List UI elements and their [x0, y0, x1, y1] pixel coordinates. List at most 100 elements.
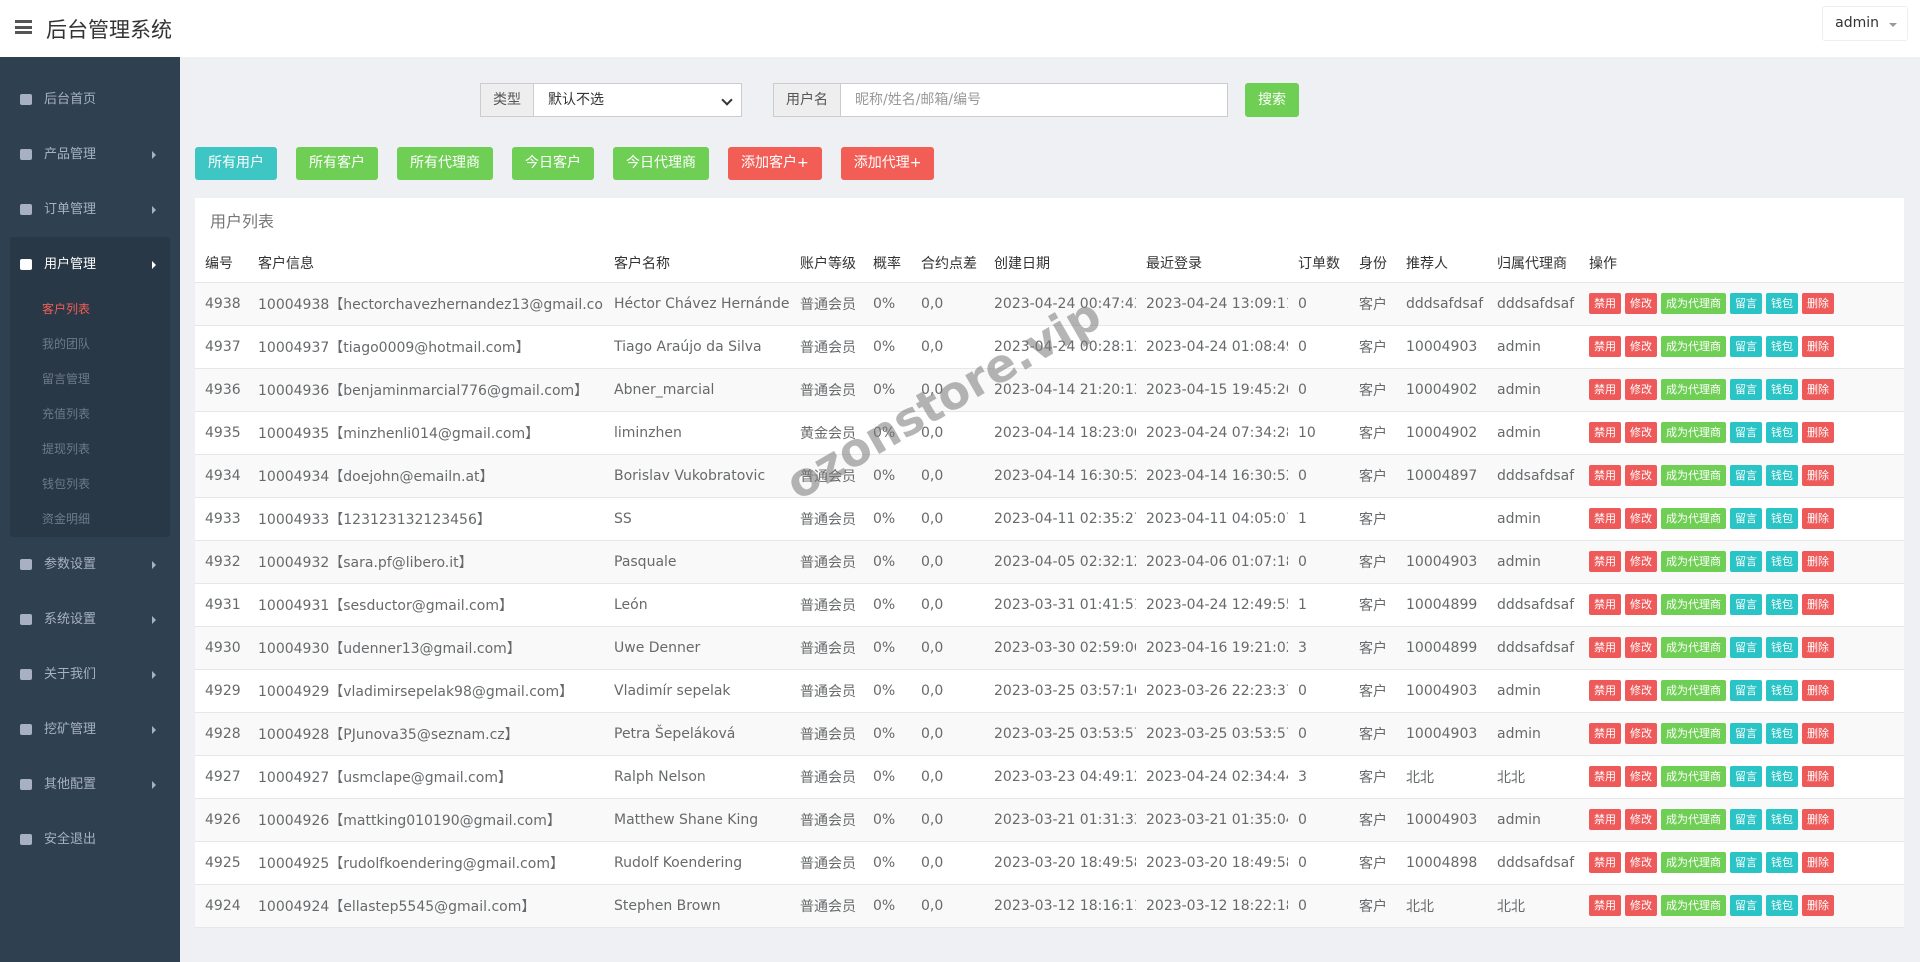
menu-item[interactable]: 挖矿管理 [0, 702, 180, 757]
action-button[interactable]: 删除 [1802, 766, 1834, 787]
action-button[interactable]: 钱包 [1766, 336, 1798, 357]
action-button[interactable]: 禁用 [1589, 293, 1621, 314]
action-button[interactable]: 钱包 [1766, 551, 1798, 572]
action-button[interactable]: 钱包 [1766, 293, 1798, 314]
action-button[interactable]: 修改 [1625, 422, 1657, 443]
action-button[interactable]: 留言 [1730, 551, 1762, 572]
action-button[interactable]: 删除 [1802, 508, 1834, 529]
action-button[interactable]: 修改 [1625, 594, 1657, 615]
action-button[interactable]: 禁用 [1589, 637, 1621, 658]
action-button[interactable]: 禁用 [1589, 594, 1621, 615]
submenu-item[interactable]: 我的团队 [42, 337, 91, 351]
action-button[interactable]: 成为代理商 [1661, 723, 1726, 744]
action-button[interactable]: 钱包 [1766, 680, 1798, 701]
action-button[interactable]: 成为代理商 [1661, 293, 1726, 314]
action-button[interactable]: 禁用 [1589, 895, 1621, 916]
action-button[interactable]: 修改 [1625, 809, 1657, 830]
action-button[interactable]: 留言 [1730, 809, 1762, 830]
menu-item[interactable]: 关于我们 [0, 647, 180, 702]
filter-button[interactable]: 所有客户 [296, 147, 378, 180]
submenu-item[interactable]: 提现列表 [42, 442, 91, 456]
menu-item[interactable]: 用户管理 [10, 237, 170, 292]
action-button[interactable]: 成为代理商 [1661, 422, 1726, 443]
action-button[interactable]: 留言 [1730, 293, 1762, 314]
filter-button[interactable]: 今日客户 [512, 147, 594, 180]
action-button[interactable]: 删除 [1802, 809, 1834, 830]
action-button[interactable]: 删除 [1802, 594, 1834, 615]
action-button[interactable]: 钱包 [1766, 508, 1798, 529]
menu-toggle[interactable] [15, 20, 32, 34]
action-button[interactable]: 删除 [1802, 895, 1834, 916]
action-button[interactable]: 留言 [1730, 379, 1762, 400]
action-button[interactable]: 删除 [1802, 637, 1834, 658]
menu-item[interactable]: 后台首页 [0, 72, 180, 127]
action-button[interactable]: 成为代理商 [1661, 852, 1726, 873]
filter-button[interactable]: 添加客户+ [728, 147, 822, 180]
action-button[interactable]: 成为代理商 [1661, 379, 1726, 400]
action-button[interactable]: 钱包 [1766, 594, 1798, 615]
action-button[interactable]: 钱包 [1766, 422, 1798, 443]
action-button[interactable]: 删除 [1802, 422, 1834, 443]
user-menu[interactable]: admin [1822, 6, 1908, 41]
action-button[interactable]: 修改 [1625, 895, 1657, 916]
action-button[interactable]: 删除 [1802, 465, 1834, 486]
menu-item[interactable]: 订单管理 [0, 182, 180, 237]
action-button[interactable]: 修改 [1625, 852, 1657, 873]
action-button[interactable]: 成为代理商 [1661, 680, 1726, 701]
action-button[interactable]: 修改 [1625, 680, 1657, 701]
action-button[interactable]: 禁用 [1589, 852, 1621, 873]
action-button[interactable]: 留言 [1730, 852, 1762, 873]
action-button[interactable]: 留言 [1730, 895, 1762, 916]
submenu-item[interactable]: 客户列表 [42, 302, 91, 316]
action-button[interactable]: 禁用 [1589, 551, 1621, 572]
action-button[interactable]: 修改 [1625, 465, 1657, 486]
action-button[interactable]: 删除 [1802, 379, 1834, 400]
action-button[interactable]: 钱包 [1766, 723, 1798, 744]
submenu-item[interactable]: 充值列表 [42, 407, 91, 421]
action-button[interactable]: 钱包 [1766, 852, 1798, 873]
action-button[interactable]: 禁用 [1589, 422, 1621, 443]
action-button[interactable]: 成为代理商 [1661, 895, 1726, 916]
action-button[interactable]: 钱包 [1766, 637, 1798, 658]
action-button[interactable]: 禁用 [1589, 766, 1621, 787]
action-button[interactable]: 留言 [1730, 465, 1762, 486]
action-button[interactable]: 删除 [1802, 336, 1834, 357]
action-button[interactable]: 修改 [1625, 293, 1657, 314]
menu-item[interactable]: 产品管理 [0, 127, 180, 182]
action-button[interactable]: 禁用 [1589, 379, 1621, 400]
action-button[interactable]: 钱包 [1766, 809, 1798, 830]
action-button[interactable]: 修改 [1625, 637, 1657, 658]
action-button[interactable]: 禁用 [1589, 680, 1621, 701]
menu-item[interactable]: 参数设置 [0, 537, 180, 592]
search-button[interactable]: 搜索 [1245, 83, 1299, 117]
action-button[interactable]: 成为代理商 [1661, 551, 1726, 572]
action-button[interactable]: 禁用 [1589, 723, 1621, 744]
action-button[interactable]: 修改 [1625, 723, 1657, 744]
type-select[interactable]: 默认不选 [533, 83, 742, 117]
action-button[interactable]: 禁用 [1589, 508, 1621, 529]
action-button[interactable]: 钱包 [1766, 895, 1798, 916]
action-button[interactable]: 修改 [1625, 379, 1657, 400]
action-button[interactable]: 成为代理商 [1661, 594, 1726, 615]
filter-button[interactable]: 所有用户 [195, 147, 277, 180]
action-button[interactable]: 留言 [1730, 336, 1762, 357]
filter-button[interactable]: 添加代理+ [840, 147, 935, 180]
submenu-item[interactable]: 钱包列表 [42, 477, 91, 491]
action-button[interactable]: 修改 [1625, 551, 1657, 572]
action-button[interactable]: 留言 [1730, 508, 1762, 529]
action-button[interactable]: 禁用 [1589, 336, 1621, 357]
action-button[interactable]: 成为代理商 [1661, 637, 1726, 658]
action-button[interactable]: 成为代理商 [1661, 336, 1726, 357]
action-button[interactable]: 留言 [1730, 637, 1762, 658]
action-button[interactable]: 删除 [1802, 852, 1834, 873]
action-button[interactable]: 钱包 [1766, 465, 1798, 486]
action-button[interactable]: 删除 [1802, 723, 1834, 744]
action-button[interactable]: 留言 [1730, 723, 1762, 744]
action-button[interactable]: 留言 [1730, 766, 1762, 787]
action-button[interactable]: 删除 [1802, 680, 1834, 701]
action-button[interactable]: 留言 [1730, 680, 1762, 701]
action-button[interactable]: 钱包 [1766, 766, 1798, 787]
menu-item[interactable]: 其他配置 [0, 757, 180, 812]
search-input[interactable]: 昵称/姓名/邮箱/编号 [840, 83, 1228, 117]
action-button[interactable]: 删除 [1802, 293, 1834, 314]
